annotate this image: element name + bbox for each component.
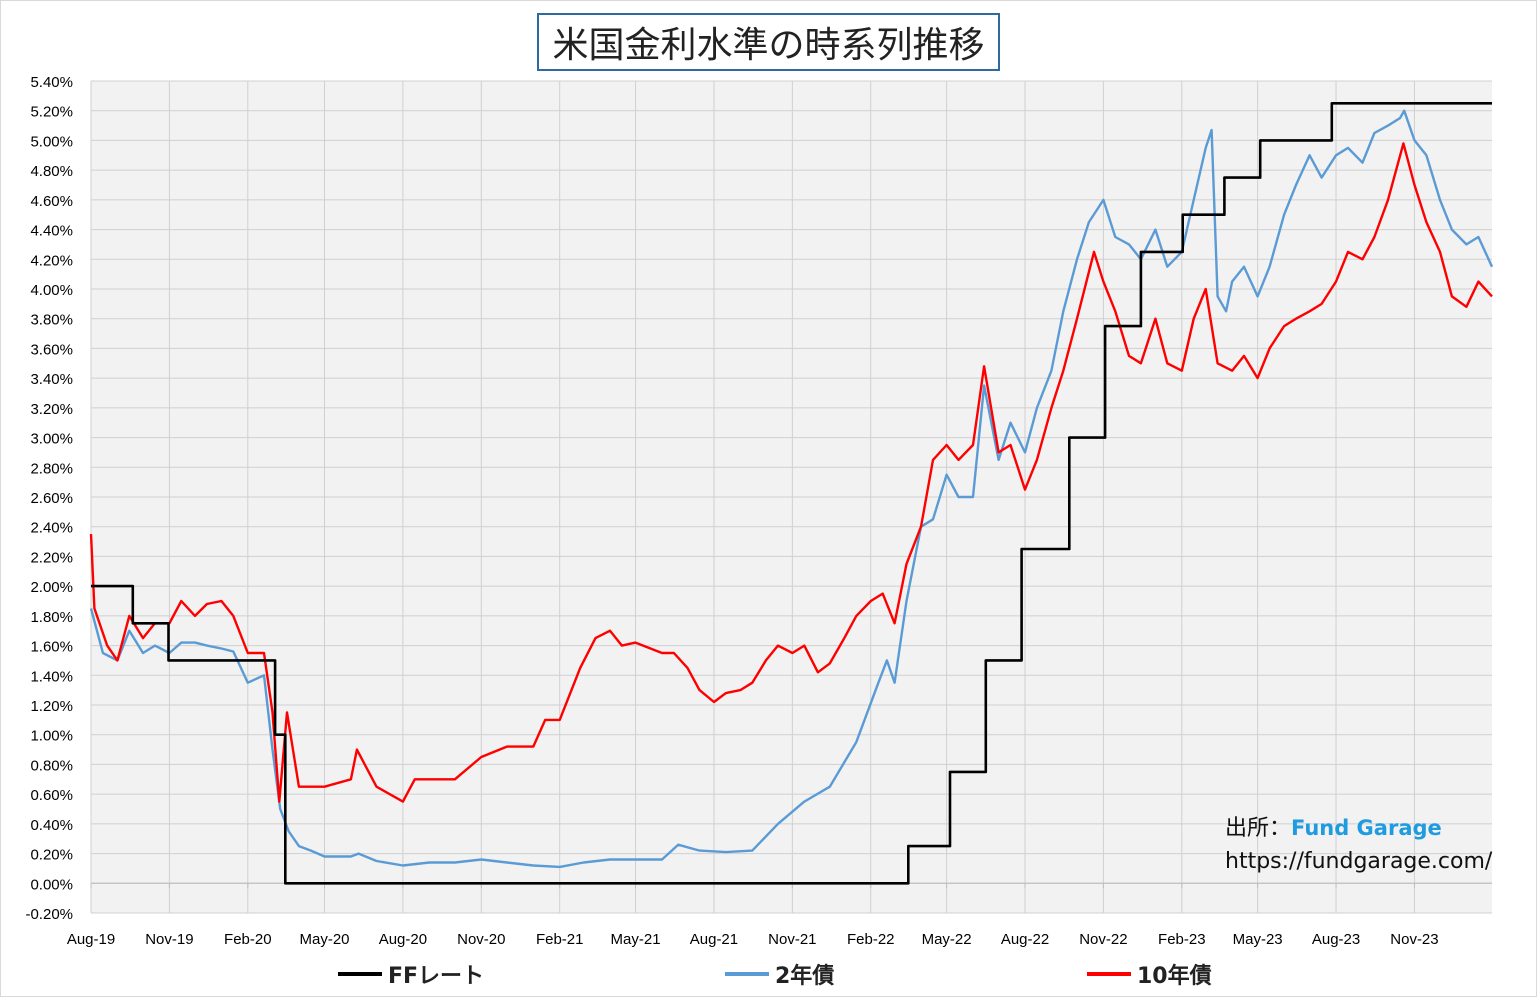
source-url: https://fundgarage.com/ [1225, 849, 1493, 874]
legend-item-2y: 2年債 [725, 958, 834, 990]
y-tick-label: 5.40% [30, 74, 73, 91]
x-tick-label: Nov-20 [457, 931, 505, 948]
x-tick-label: May-21 [611, 931, 661, 948]
legend-swatch-ff-rate [338, 972, 382, 976]
x-tick-label: May-23 [1233, 931, 1283, 948]
legend-item-10y: 10年債 [1087, 958, 1212, 990]
y-tick-label: 2.40% [30, 520, 73, 537]
x-tick-label: Feb-23 [1158, 931, 1206, 948]
y-tick-label: 1.80% [30, 609, 73, 626]
y-tick-label: 3.40% [30, 371, 73, 388]
legend-item-ff-rate: FFレート [338, 958, 484, 990]
chart-title: 米国金利水準の時系列推移 [537, 13, 1000, 71]
y-tick-label: 3.20% [30, 401, 73, 418]
x-tick-label: Nov-19 [145, 931, 193, 948]
y-tick-label: 3.00% [30, 431, 73, 448]
x-tick-label: Nov-23 [1390, 931, 1438, 948]
x-tick-label: Aug-20 [379, 931, 427, 948]
y-tick-label: 4.80% [30, 163, 73, 180]
series-lines [89, 102, 1494, 885]
y-tick-label: 2.80% [30, 460, 73, 477]
y-tick-label: 5.00% [30, 133, 73, 150]
x-tick-label: Feb-22 [847, 931, 895, 948]
y-tick-label: 0.40% [30, 817, 73, 834]
source-credit: 出所：Fund Garage [1225, 810, 1442, 842]
x-tick-label: Nov-22 [1079, 931, 1127, 948]
y-tick-label: 4.40% [30, 223, 73, 240]
x-tick-label: May-22 [922, 931, 972, 948]
x-tick-label: Aug-23 [1312, 931, 1360, 948]
x-axis-labels: Aug-19 Nov-19 Feb-20 May-20 Aug-20 Nov-20 Feb-… [67, 931, 1439, 948]
x-tick-label: Feb-21 [536, 931, 584, 948]
y-tick-label: 5.20% [30, 104, 73, 121]
y-tick-label: 3.80% [30, 312, 73, 329]
x-tick-label: May-20 [299, 931, 349, 948]
y-tick-label: 2.00% [30, 579, 73, 596]
source-brand: Fund Garage [1291, 816, 1442, 840]
y-axis-labels: 5.40% 5.20% 5.00% 4.80% 4.60% 4.40% 4.20% 4.00%… [25, 74, 73, 923]
y-tick-label: 0.80% [30, 757, 73, 774]
y-tick-label: 1.00% [30, 728, 73, 745]
y-tick-label: 4.60% [30, 193, 73, 210]
x-tick-label: Aug-19 [67, 931, 115, 948]
y-tick-label: 1.40% [30, 668, 73, 685]
legend-swatch-10y [1087, 972, 1131, 976]
y-tick-label: 4.20% [30, 252, 73, 269]
y-tick-label: 2.20% [30, 549, 73, 566]
x-tick-label: Feb-20 [224, 931, 272, 948]
y-tick-label: 1.60% [30, 639, 73, 656]
y-tick-label: 0.20% [30, 847, 73, 864]
y-tick-label: 4.00% [30, 282, 73, 299]
series-line-0 [91, 102, 1492, 885]
y-tick-label: 2.60% [30, 490, 73, 507]
y-tick-label: 1.20% [30, 698, 73, 715]
legend-label-2y: 2年債 [775, 964, 835, 989]
y-tick-label: 0.60% [30, 787, 73, 804]
y-tick-label: 3.60% [30, 341, 73, 358]
x-tick-label: Nov-21 [768, 931, 816, 948]
x-tick-label: Aug-21 [690, 931, 738, 948]
series-line-2 [89, 142, 1493, 803]
y-tick-label: -0.20% [25, 906, 73, 923]
source-label: 出所： [1225, 816, 1292, 841]
y-tick-label: 0.00% [30, 876, 73, 893]
x-tick-label: Aug-22 [1001, 931, 1049, 948]
legend-label-10y: 10年債 [1137, 964, 1212, 989]
legend-swatch-2y [725, 972, 769, 976]
legend-label-ff-rate: FFレート [388, 964, 485, 989]
